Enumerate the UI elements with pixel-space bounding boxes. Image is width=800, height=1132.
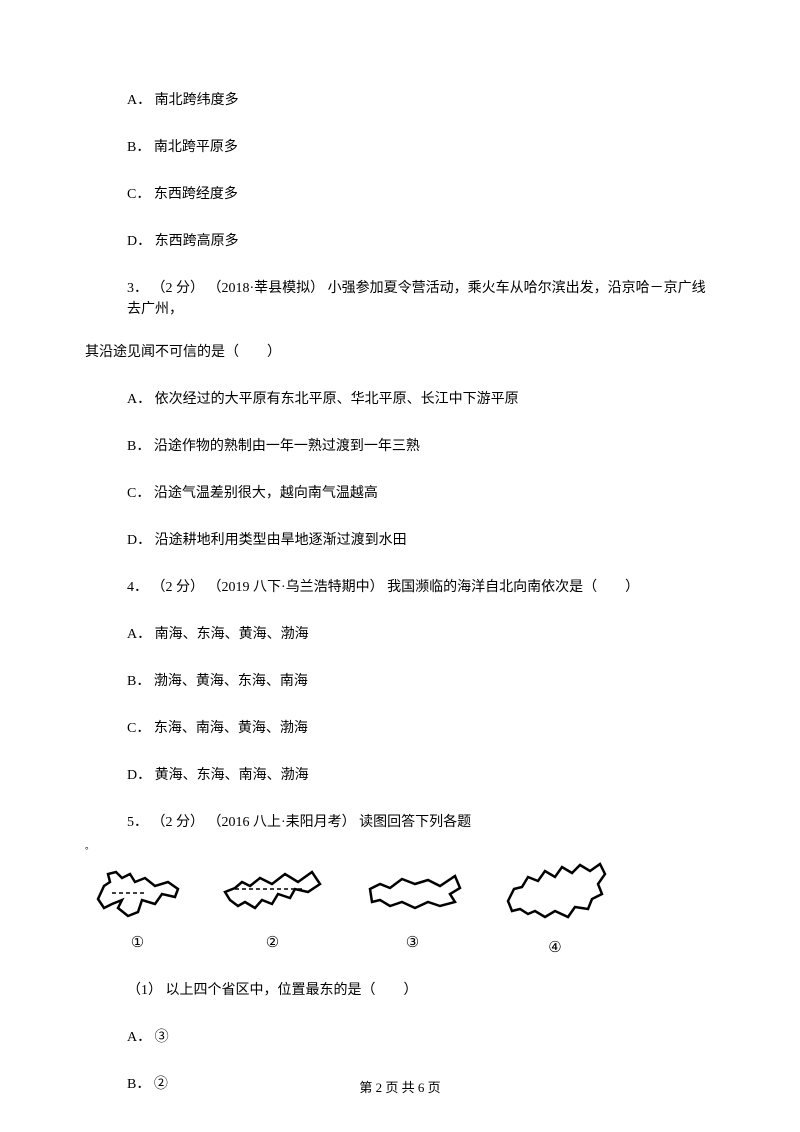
q3-option-b: B． 沿途作物的熟制由一年一熟过渡到一年三熟 — [85, 436, 715, 457]
option-c: C． 东西跨经度多 — [85, 184, 715, 205]
map-2: ② — [220, 864, 325, 955]
option-b: B． 南北跨平原多 — [85, 137, 715, 158]
map-label-1: ① — [131, 932, 144, 955]
option-d: D． 东西跨高原多 — [85, 231, 715, 252]
map-shape-4-icon — [500, 859, 610, 929]
map-label-3: ③ — [406, 932, 419, 955]
map-4: ④ — [500, 859, 610, 960]
q5-sub1-option-a: A． ③ — [85, 1027, 715, 1048]
page-footer: 第 2 页 共 6 页 — [0, 1078, 800, 1098]
q3-option-c: C． 沿途气温差别很大，越向南气温越高 — [85, 483, 715, 504]
map-label-4: ④ — [548, 937, 561, 960]
option-a: A． 南北跨纬度多 — [85, 90, 715, 111]
q3-option-d: D． 沿途耕地利用类型由旱地逐渐过渡到水田 — [85, 530, 715, 551]
q4-option-a: A． 南海、东海、黄海、渤海 — [85, 624, 715, 645]
question-3-line2: 其沿途见闻不可信的是（ ） — [85, 342, 715, 363]
province-maps-row: ① ② ③ ④ — [85, 859, 715, 960]
q4-option-b: B． 渤海、黄海、东海、南海 — [85, 671, 715, 692]
question-5: 5． （2 分） （2016 八上·耒阳月考） 读图回答下列各题 — [85, 812, 715, 833]
map-label-2: ② — [266, 932, 279, 955]
q5-sub1: （1） 以上四个省区中，位置最东的是（ ） — [85, 980, 715, 1001]
question-3-line1: 3． （2 分） （2018·莘县模拟） 小强参加夏令营活动，乘火车从哈尔滨出发… — [85, 278, 715, 320]
stray-period: 。 — [85, 840, 94, 854]
map-shape-3-icon — [360, 864, 465, 924]
q4-option-d: D． 黄海、东海、南海、渤海 — [85, 765, 715, 786]
map-3: ③ — [360, 864, 465, 955]
question-4: 4． （2 分） （2019 八下·乌兰浩特期中） 我国濒临的海洋自北向南依次是… — [85, 577, 715, 598]
map-shape-2-icon — [220, 864, 325, 924]
q3-option-a: A． 依次经过的大平原有东北平原、华北平原、长江中下游平原 — [85, 389, 715, 410]
question-3: 3． （2 分） （2018·莘县模拟） 小强参加夏令营活动，乘火车从哈尔滨出发… — [85, 278, 715, 363]
map-shape-1-icon — [90, 864, 185, 924]
q4-option-c: C． 东海、南海、黄海、渤海 — [85, 718, 715, 739]
map-1: ① — [90, 864, 185, 955]
